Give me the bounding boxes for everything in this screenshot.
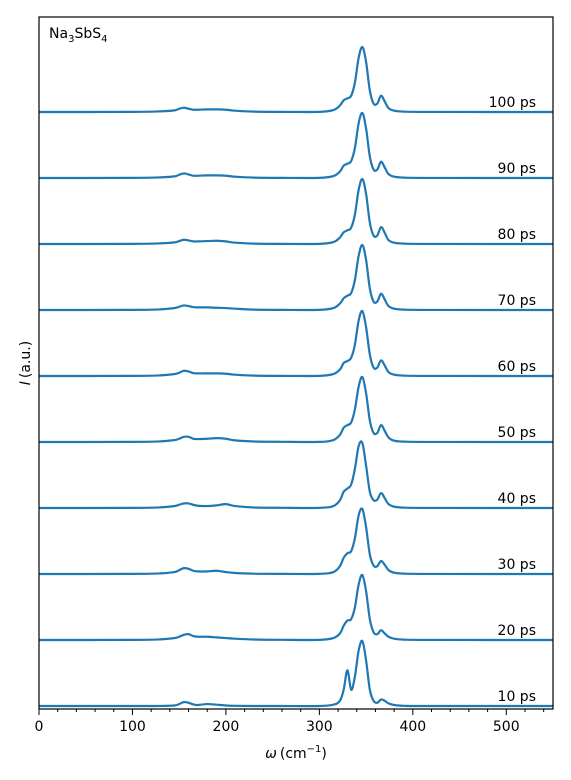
series-label-20-ps: 20 ps: [498, 623, 536, 639]
series-labels: 10 ps 20 ps 30 ps 40 ps 50 ps 60 ps 70 ps 80 ps…: [489, 95, 536, 705]
chart-title: Na3SbS4: [49, 26, 107, 45]
series-label-60-ps: 60 ps: [498, 359, 536, 375]
series-label-90-ps: 90 ps: [498, 161, 536, 177]
x-tick-label: 200: [213, 719, 240, 735]
series-line-50-ps: [38, 375, 554, 444]
series-line-20-ps: [38, 573, 554, 642]
series-label-100-ps: 100 ps: [489, 95, 536, 111]
series-layer: [38, 45, 554, 708]
y-axis-label: I(a.u.): [18, 341, 34, 385]
series-label-70-ps: 70 ps: [498, 293, 536, 309]
x-tick-label: 500: [493, 719, 520, 735]
x-tick-label: 300: [306, 719, 333, 735]
series-label-40-ps: 40 ps: [498, 491, 536, 507]
series-line-60-ps: [38, 309, 554, 378]
series-label-80-ps: 80 ps: [498, 227, 536, 243]
x-axis-label: ω (cm−1): [265, 744, 327, 762]
series-label-10-ps: 10 ps: [498, 689, 536, 705]
series-line-40-ps: [38, 440, 554, 510]
x-axis-ticks: 0 100 200 300 400 500: [35, 709, 545, 735]
x-tick-label: 400: [399, 719, 426, 735]
series-label-30-ps: 30 ps: [498, 557, 536, 573]
plot-frame: [38, 16, 554, 710]
series-line-90-ps: [38, 111, 554, 180]
series-line-30-ps: [38, 507, 554, 576]
x-tick-label: 0: [35, 719, 44, 735]
series-label-50-ps: 50 ps: [498, 425, 536, 441]
series-line-10-ps: [38, 639, 554, 708]
series-line-100-ps: [38, 45, 554, 114]
x-tick-label: 100: [119, 719, 146, 735]
series-line-70-ps: [38, 243, 554, 312]
series-line-80-ps: [38, 177, 554, 246]
